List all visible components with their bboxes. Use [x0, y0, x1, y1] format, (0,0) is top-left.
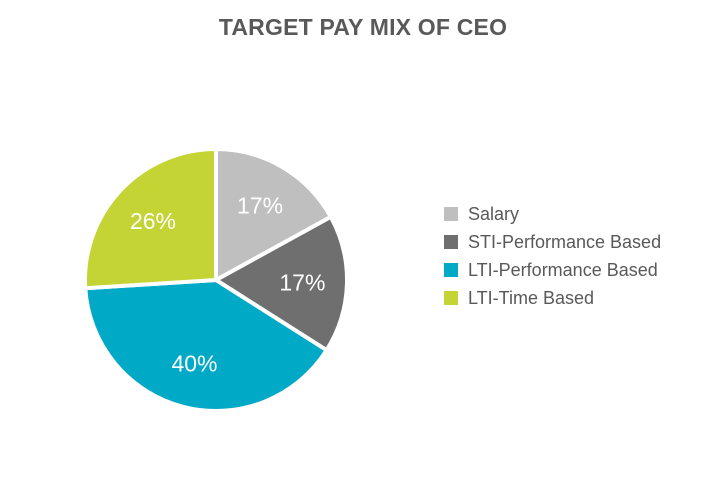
pie-slice-salary	[214, 147, 333, 282]
legend-item-sti-performance: STI-Performance Based	[444, 228, 661, 256]
legend-item-salary: Salary	[444, 200, 661, 228]
legend-label: LTI-Time Based	[468, 287, 595, 308]
slice-data-label: 40%	[171, 351, 217, 377]
legend-swatch	[444, 291, 458, 305]
slice-data-label: 17%	[279, 270, 325, 296]
pie-slice-lti-performance-based	[83, 278, 329, 413]
pie-slice-lti-time-based	[83, 147, 218, 291]
legend-swatch	[444, 235, 458, 249]
pie-slice-sti-performance-based	[214, 214, 350, 353]
pie-slices	[83, 147, 350, 413]
legend-swatch	[444, 263, 458, 277]
legend-label: Salary	[468, 203, 520, 224]
slice-data-label: 26%	[130, 208, 176, 234]
legend-label: LTI-Performance Based	[468, 259, 658, 280]
legend-swatch	[444, 207, 458, 221]
legend-item-lti-time: LTI-Time Based	[444, 284, 661, 312]
chart-title: TARGET PAY MIX OF CEO	[218, 14, 508, 40]
pie-labels: 17% 17% 40% 26%	[130, 193, 325, 377]
legend: Salary STI-Performance Based LTI-Perform…	[444, 200, 661, 312]
legend-item-lti-performance: LTI-Performance Based	[444, 256, 661, 284]
legend-label: STI-Performance Based	[468, 231, 662, 252]
slice-data-label: 17%	[237, 193, 283, 219]
